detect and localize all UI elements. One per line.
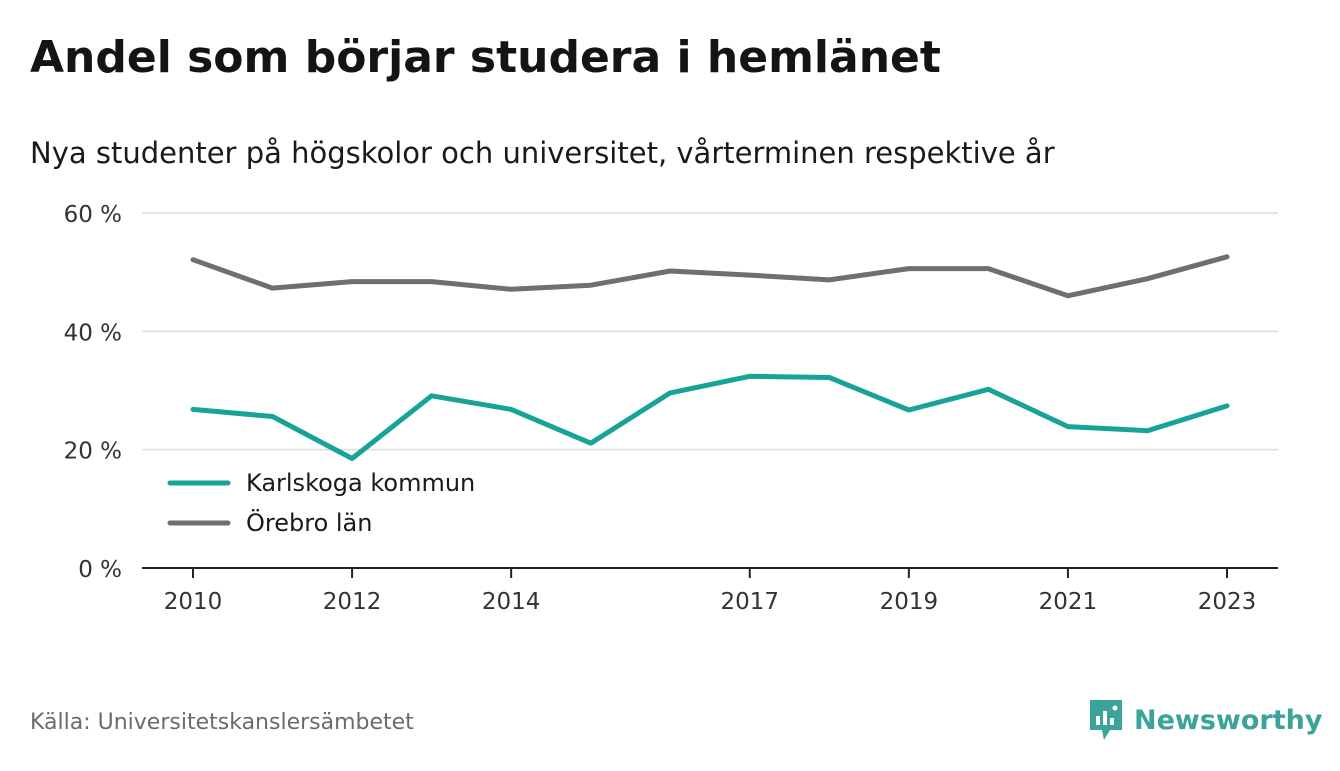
series-line-karlskoga bbox=[190, 373, 1230, 461]
x-tick-label: 2012 bbox=[323, 589, 382, 615]
x-tick-label: 2017 bbox=[720, 589, 779, 615]
x-tick-label: 2014 bbox=[482, 589, 541, 615]
x-tick-label: 2019 bbox=[880, 589, 939, 615]
grid-layer bbox=[142, 212, 1278, 451]
axis-layer: 0 % 20 % 40 % 60 % 2010 2012 2014 2017 2019 2021 2… bbox=[64, 202, 1278, 615]
chart-subtitle: Nya studenter på högskolor och universit… bbox=[30, 136, 1055, 170]
chart-title: Andel som börjar studera i hemlänet bbox=[30, 32, 941, 83]
legend-label: Örebro län bbox=[246, 508, 372, 537]
series-layer bbox=[190, 254, 1230, 461]
x-tick-label: 2021 bbox=[1039, 589, 1098, 615]
x-tick-label: 2010 bbox=[164, 589, 223, 615]
y-tick-label: 40 % bbox=[64, 320, 122, 346]
newsworthy-logo-icon bbox=[1090, 700, 1122, 740]
newsworthy-logo: Newsworthy bbox=[1088, 698, 1322, 742]
x-tick-label: 2023 bbox=[1198, 589, 1257, 615]
legend-label: Karlskoga kommun bbox=[246, 469, 475, 497]
series-line-orebro bbox=[190, 254, 1230, 299]
y-tick-label: 60 % bbox=[64, 202, 122, 228]
newsworthy-logo-text: Newsworthy bbox=[1134, 704, 1323, 736]
y-tick-label: 0 % bbox=[78, 557, 122, 583]
source-note: Källa: Universitetskanslersämbetet bbox=[30, 710, 414, 735]
y-tick-label: 20 % bbox=[64, 439, 122, 465]
legend: Karlskoga kommun Örebro län bbox=[167, 469, 475, 537]
